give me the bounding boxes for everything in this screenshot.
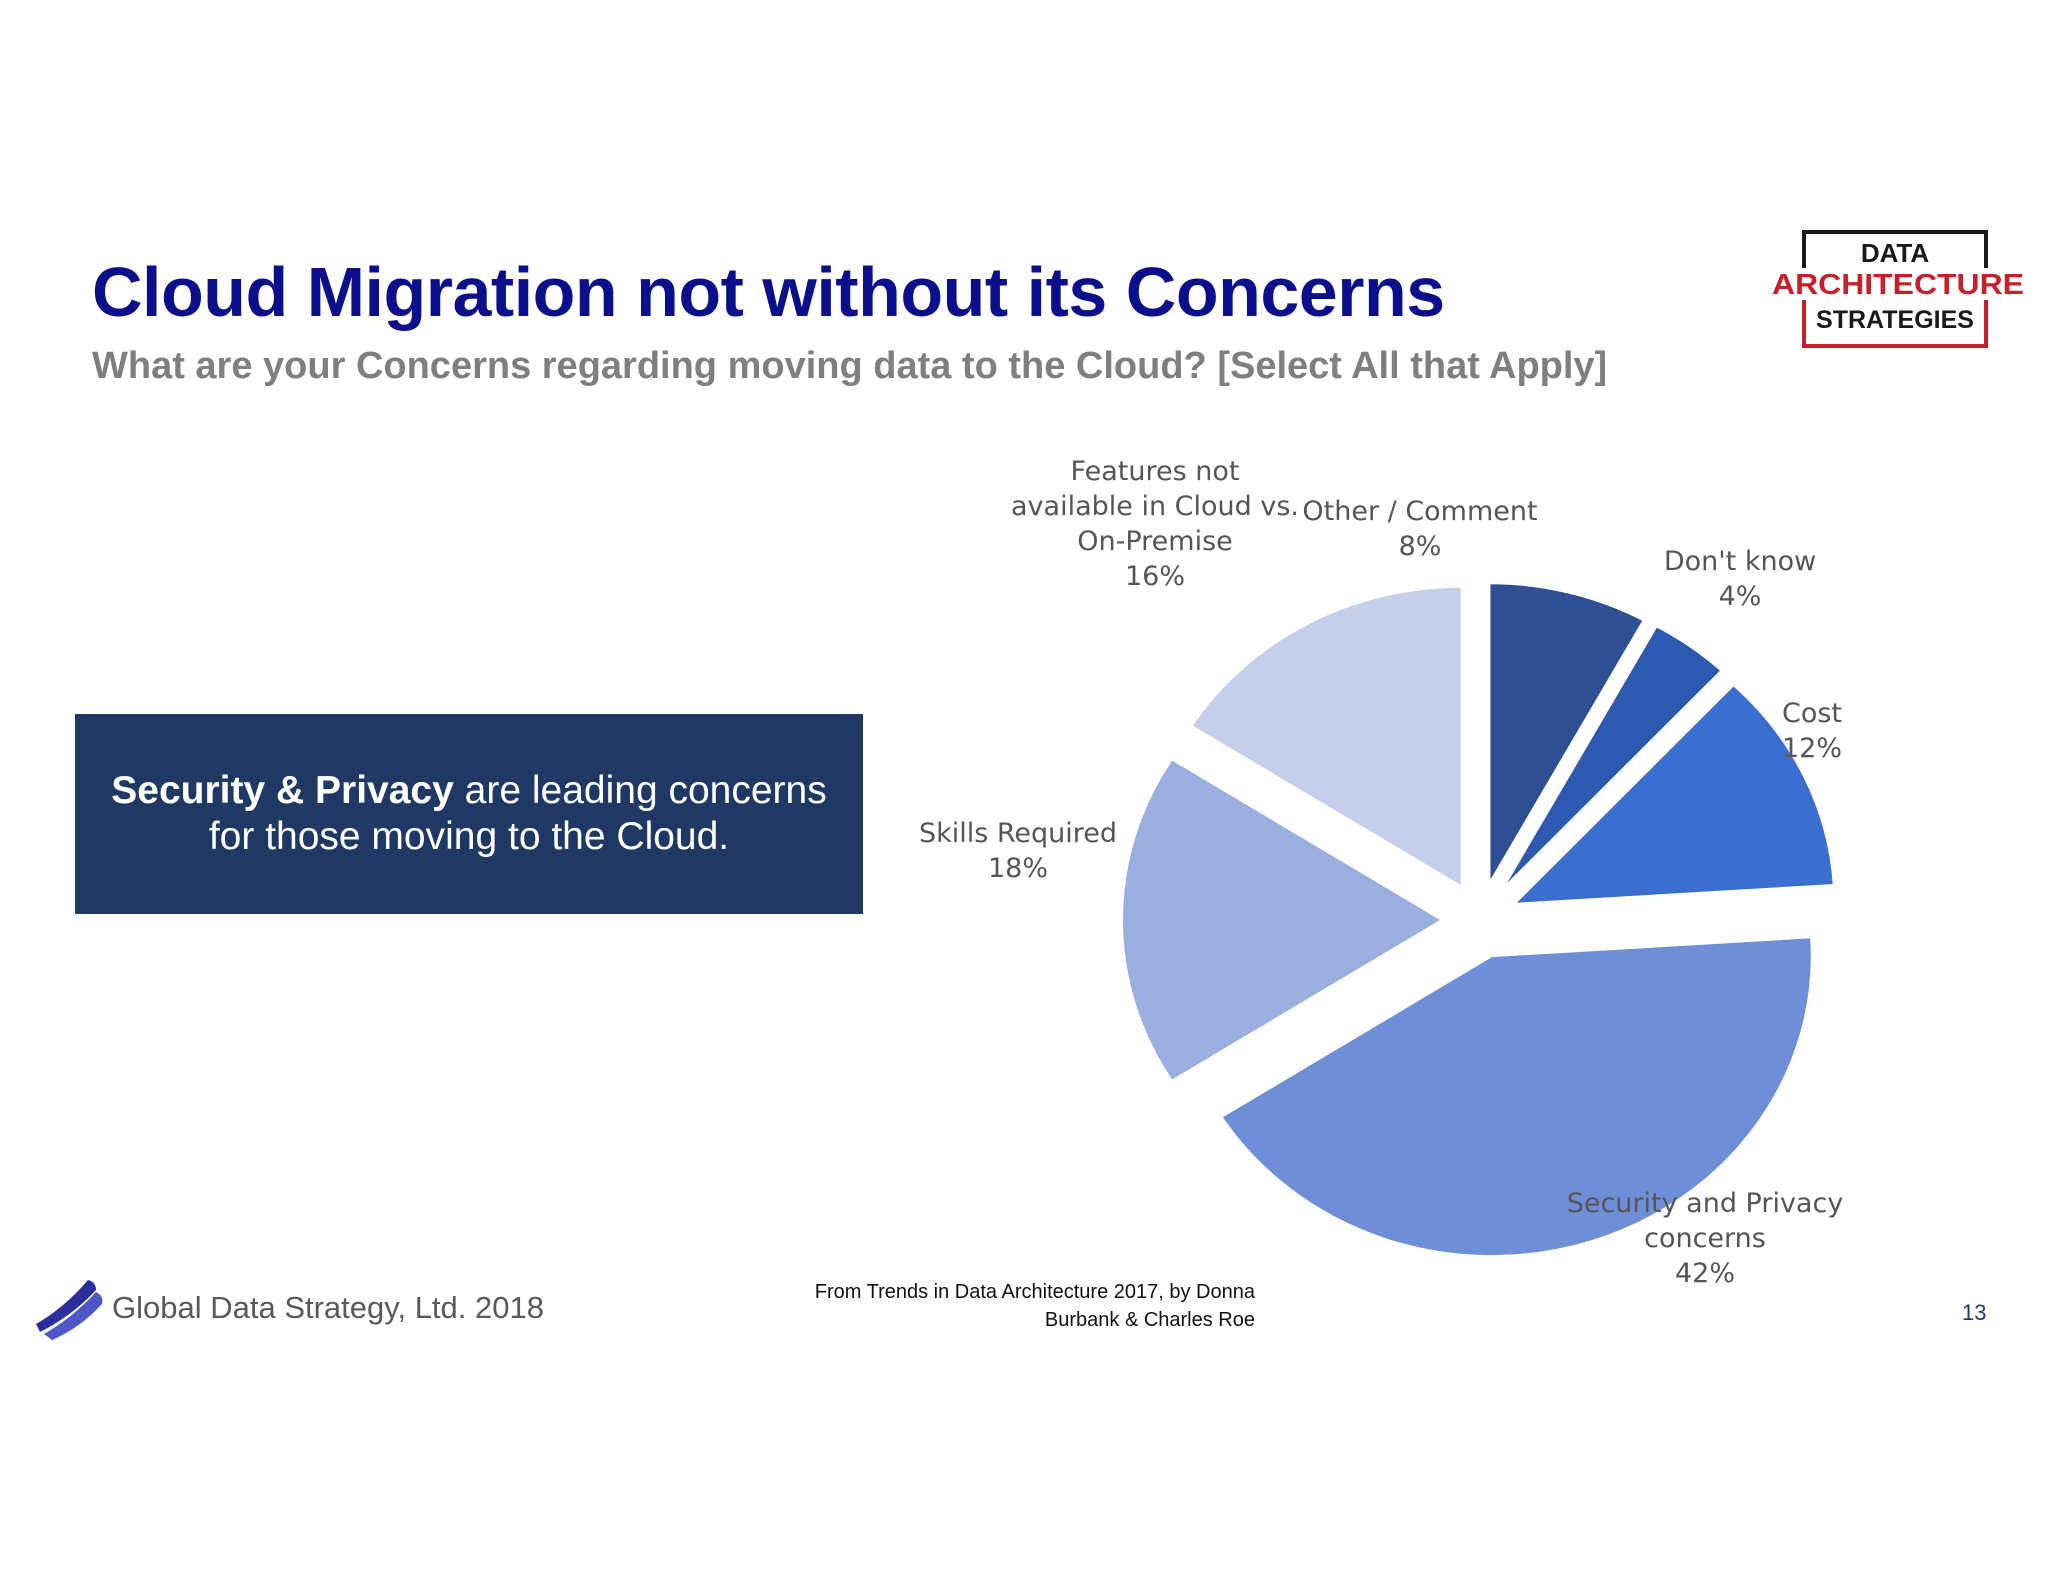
pie-label-0-0: Other / Comment bbox=[1302, 496, 1537, 527]
pie-slice-2 bbox=[1511, 683, 1835, 905]
pie-slice-3 bbox=[1220, 936, 1813, 1258]
logo-line2: ARCHITECTURE bbox=[1772, 269, 2024, 301]
source-line1: From Trends in Data Architecture 2017, b… bbox=[814, 1281, 1255, 1303]
callout-bold-text: Security & Privacy bbox=[111, 769, 454, 812]
source-citation: From Trends in Data Architecture 2017, b… bbox=[720, 1278, 1255, 1334]
pie-label-2-0: Cost bbox=[1782, 698, 1842, 729]
pie-value-label-2: 12% bbox=[1782, 733, 1842, 764]
pie-value-label-0: 8% bbox=[1399, 531, 1442, 562]
pie-label-5-0: Features not bbox=[1071, 456, 1240, 487]
logo-band bbox=[1772, 268, 2028, 300]
logo-line1: DATA bbox=[1861, 238, 1930, 268]
pie-label-4-0: Skills Required bbox=[919, 818, 1117, 849]
pie-slice-5 bbox=[1190, 585, 1463, 889]
callout-box: Security & Privacy are leading concerns … bbox=[75, 714, 863, 914]
pie-label-3-0: Security and Privacy bbox=[1567, 1188, 1844, 1219]
pie-label-5-2: On-Premise bbox=[1077, 526, 1233, 557]
pie-label-5-1: available in Cloud vs. bbox=[1011, 491, 1299, 522]
slide-subtitle: What are your Concerns regarding moving … bbox=[92, 345, 1608, 387]
pie-value-label-5: 16% bbox=[1125, 561, 1185, 592]
footer-company: Global Data Strategy, Ltd. 2018 bbox=[112, 1290, 544, 1325]
slide-title: Cloud Migration not without its Concerns bbox=[92, 253, 1445, 331]
pie-slice-4 bbox=[1121, 757, 1444, 1083]
pie-label-3-1: concerns bbox=[1644, 1223, 1766, 1254]
logo-line3: STRATEGIES bbox=[1816, 306, 1974, 334]
pie-chart: Other / Comment 8% Don't know 4% Cost 12% Secu… bbox=[919, 456, 1844, 1289]
global-data-strategy-logo-icon bbox=[36, 1280, 103, 1340]
data-architecture-strategies-logo: DATA ARCHITECTURE STRATEGIES bbox=[1772, 230, 2028, 348]
page-number: 13 bbox=[1962, 1300, 1987, 1325]
source-line2: Burbank & Charles Roe bbox=[1044, 1309, 1255, 1331]
callout-text: Security & Privacy are leading concerns … bbox=[89, 768, 849, 860]
pie-label-1-0: Don't know bbox=[1664, 546, 1816, 577]
pie-slice-0 bbox=[1488, 582, 1646, 887]
pie-value-label-4: 18% bbox=[988, 853, 1048, 884]
pie-value-label-1: 4% bbox=[1719, 581, 1762, 612]
callout-body-text: are leading concerns for those moving to… bbox=[208, 769, 827, 858]
pie-value-label-3: 42% bbox=[1675, 1258, 1735, 1289]
pie-slice-1 bbox=[1501, 625, 1723, 890]
